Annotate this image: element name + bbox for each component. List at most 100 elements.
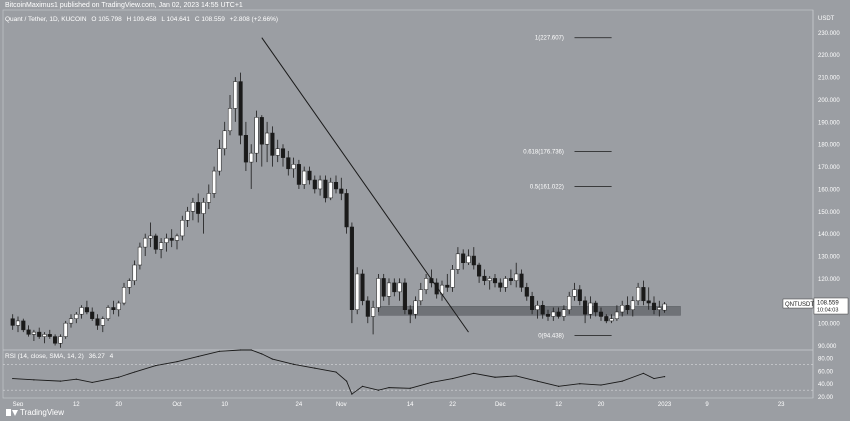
candle-body [10,318,15,326]
candle [37,327,42,339]
candle [577,285,582,306]
price-tick-label: 100.000 [818,322,840,328]
rsi-point [240,349,242,351]
rsi-points [12,349,666,395]
candle-body [392,282,397,293]
candle-body [588,302,593,315]
candle [100,316,105,333]
rsi-point [388,387,390,389]
candle [180,215,185,241]
symbol-name[interactable]: Quant / Tether, 1D, KUCOIN [5,16,87,23]
time-tick-label: 23 [778,402,785,408]
rsi-point [91,381,93,384]
candle-body [344,193,349,228]
rsi-point [452,377,454,380]
candle-body [217,148,222,172]
candle-body [100,318,105,326]
ticker-tag [782,298,814,309]
candle [445,273,450,292]
rsi-point [293,363,295,365]
candle [662,302,667,313]
last-price-tag [813,297,849,315]
candle [143,233,148,257]
rsi-point [197,355,199,358]
candles [10,72,667,348]
rsi-point [346,380,348,382]
rsi-tick-label: 60.00 [818,369,834,375]
candle [498,278,503,292]
candle [349,222,354,324]
candle-body [116,302,121,310]
candle [630,296,635,317]
candle-body [121,287,127,304]
candle-body [636,287,641,302]
rsi-point [621,380,623,382]
candle [487,276,492,290]
fib-levels: 1(227.607) 0.618(176.736) 0.5(161.022) 0(94… [523,36,612,340]
candle [63,320,68,339]
candle [174,233,180,250]
rsi-point [33,379,35,381]
time-tick-label: 24 [296,402,303,408]
candle [206,184,211,210]
candle-body [530,296,535,310]
time-tick-label: 12 [555,402,562,408]
rsi-point [335,371,337,373]
rsi-point [218,350,220,352]
candle [217,139,222,176]
candle-body [487,278,492,281]
time-tick-label: 12 [73,402,80,408]
rsi-point [176,361,178,363]
candle-body [514,273,519,281]
candle [450,265,455,292]
price-tick-label: 210.000 [818,76,840,82]
candle-body [286,157,291,170]
candle [503,276,508,292]
candle-body [174,235,180,241]
candle-body [159,242,164,250]
rsi-label[interactable]: RSI (14, close, SMA, 14, 2) [5,353,84,360]
candle-body [386,282,392,297]
candle [604,314,609,324]
candle [492,273,498,288]
candle-body [42,334,47,337]
tradingview-logo[interactable]: TradingView [6,408,64,417]
candle-body [540,305,545,315]
candle [227,95,233,136]
candle [196,193,201,223]
symbol-legend: Quant / Tether, 1D, KUCOIN O 105.798 H 1… [5,16,281,23]
candle [42,332,47,344]
candle-body [413,300,418,315]
candle-body [153,235,158,250]
rsi-point [515,375,517,377]
candle-body [355,273,360,310]
price-tick-label: 220.000 [818,53,840,59]
candle-body [63,322,68,337]
price-tick-label: 130.000 [818,255,840,261]
candle-body [180,220,185,237]
candle [291,157,296,178]
candle-body [397,282,402,293]
candle-body [90,311,95,319]
candle [233,77,238,122]
candle-body [53,336,58,344]
time-tick-label: 14 [407,402,414,408]
candle [413,296,418,319]
high-value: H 109.458 [126,16,157,23]
candle-body [201,202,206,214]
candle [68,314,74,328]
rsi-value: 36.27 [88,353,105,360]
candle-body [604,316,609,322]
rsi-point [430,381,432,384]
candle [636,282,641,306]
candle [646,287,651,310]
candle-body [323,179,328,199]
candle [609,314,614,324]
rsi-tick-label: 20.00 [818,395,834,401]
candle [275,139,280,163]
candle-body [445,284,450,288]
change-value: +2.808 (+2.66%) [229,16,279,23]
candle-body [339,188,344,194]
candle-body [646,300,651,304]
